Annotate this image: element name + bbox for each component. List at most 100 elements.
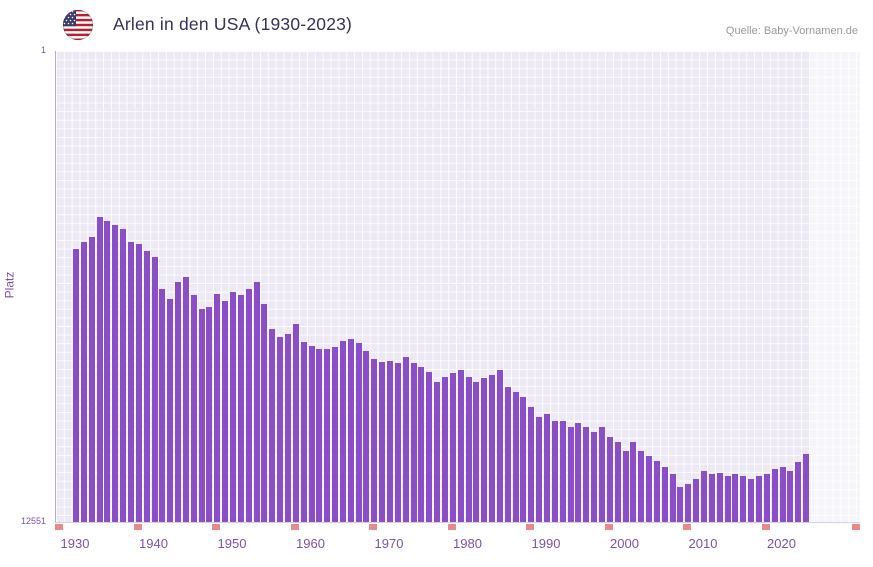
bar[interactable] xyxy=(175,282,182,522)
bar[interactable] xyxy=(520,397,527,522)
decade-tick-mark xyxy=(55,524,63,530)
bar[interactable] xyxy=(73,248,79,522)
bar[interactable] xyxy=(182,277,189,522)
bar[interactable] xyxy=(701,471,707,522)
bar[interactable] xyxy=(606,436,613,522)
bar[interactable] xyxy=(96,216,103,522)
future-band xyxy=(810,51,860,522)
bar[interactable] xyxy=(473,382,480,522)
bar[interactable] xyxy=(614,442,621,522)
bar[interactable] xyxy=(339,341,346,522)
bar[interactable] xyxy=(622,451,629,522)
bar[interactable] xyxy=(489,375,496,522)
bar[interactable] xyxy=(127,241,134,522)
bar[interactable] xyxy=(206,307,213,522)
bar[interactable] xyxy=(261,304,268,522)
decade-tick-mark xyxy=(290,524,299,530)
bar[interactable] xyxy=(332,347,339,522)
bar[interactable] xyxy=(237,295,244,522)
bar[interactable] xyxy=(693,479,700,522)
bar[interactable] xyxy=(449,373,456,522)
bar[interactable] xyxy=(245,289,252,522)
bar[interactable] xyxy=(512,392,519,522)
bar[interactable] xyxy=(528,406,535,522)
bar[interactable] xyxy=(104,221,111,522)
bar[interactable] xyxy=(803,453,810,522)
bar[interactable] xyxy=(387,361,393,522)
bar[interactable] xyxy=(763,474,770,522)
bar[interactable] xyxy=(481,377,488,522)
bar[interactable] xyxy=(120,228,127,522)
bar[interactable] xyxy=(277,336,284,522)
bar[interactable] xyxy=(214,294,221,522)
bar[interactable] xyxy=(355,342,362,522)
bar[interactable] xyxy=(575,423,582,522)
bar[interactable] xyxy=(661,467,668,522)
bar[interactable] xyxy=(308,345,315,522)
plot-area xyxy=(55,51,860,523)
bar[interactable] xyxy=(363,351,370,522)
bar[interactable] xyxy=(583,427,590,522)
bar[interactable] xyxy=(787,471,794,522)
bar[interactable] xyxy=(88,236,95,522)
bar[interactable] xyxy=(151,256,158,522)
bar[interactable] xyxy=(740,476,747,522)
bar[interactable] xyxy=(300,342,307,522)
bar[interactable] xyxy=(159,289,166,522)
bar[interactable] xyxy=(795,462,802,522)
bar[interactable] xyxy=(646,456,653,522)
bar[interactable] xyxy=(732,474,739,522)
bar[interactable] xyxy=(394,363,401,522)
bar[interactable] xyxy=(457,370,464,522)
bar[interactable] xyxy=(112,224,119,522)
bar[interactable] xyxy=(284,333,291,522)
bar[interactable] xyxy=(426,372,433,522)
bar[interactable] xyxy=(347,339,354,522)
bar[interactable] xyxy=(316,348,323,522)
x-tick-label: 1930 xyxy=(60,536,90,551)
bar[interactable] xyxy=(716,473,723,522)
bar[interactable] xyxy=(465,377,472,522)
bar[interactable] xyxy=(222,301,229,522)
bar[interactable] xyxy=(80,241,87,522)
bar[interactable] xyxy=(779,467,786,522)
decade-tick-mark xyxy=(761,524,770,530)
bar[interactable] xyxy=(591,432,598,522)
bar[interactable] xyxy=(544,414,550,522)
bar[interactable] xyxy=(253,282,260,522)
bar[interactable] xyxy=(190,295,197,522)
bar[interactable] xyxy=(724,476,731,522)
bar[interactable] xyxy=(167,298,174,522)
bar[interactable] xyxy=(418,367,425,522)
bar[interactable] xyxy=(653,461,660,522)
bar[interactable] xyxy=(292,324,299,522)
bar[interactable] xyxy=(677,487,684,522)
bar[interactable] xyxy=(504,386,511,522)
bar[interactable] xyxy=(143,250,150,522)
bar[interactable] xyxy=(755,476,762,522)
bar[interactable] xyxy=(230,292,236,522)
bar[interactable] xyxy=(135,244,142,522)
bar[interactable] xyxy=(198,309,205,522)
bar[interactable] xyxy=(371,359,378,522)
bar[interactable] xyxy=(496,370,503,522)
bar[interactable] xyxy=(536,417,543,522)
bar[interactable] xyxy=(567,427,574,522)
bar[interactable] xyxy=(559,421,566,522)
bar[interactable] xyxy=(379,362,386,522)
bar[interactable] xyxy=(771,468,778,522)
bar[interactable] xyxy=(324,348,331,522)
bar[interactable] xyxy=(410,363,417,522)
bar[interactable] xyxy=(551,421,558,522)
bar[interactable] xyxy=(708,474,715,522)
bar[interactable] xyxy=(669,474,676,522)
bar[interactable] xyxy=(434,382,441,522)
bar[interactable] xyxy=(598,427,605,522)
bar[interactable] xyxy=(685,483,692,522)
bar[interactable] xyxy=(630,442,637,522)
bar[interactable] xyxy=(402,357,409,522)
bar[interactable] xyxy=(441,377,448,522)
bar[interactable] xyxy=(638,451,645,522)
bar[interactable] xyxy=(269,329,276,522)
bar[interactable] xyxy=(748,479,755,522)
